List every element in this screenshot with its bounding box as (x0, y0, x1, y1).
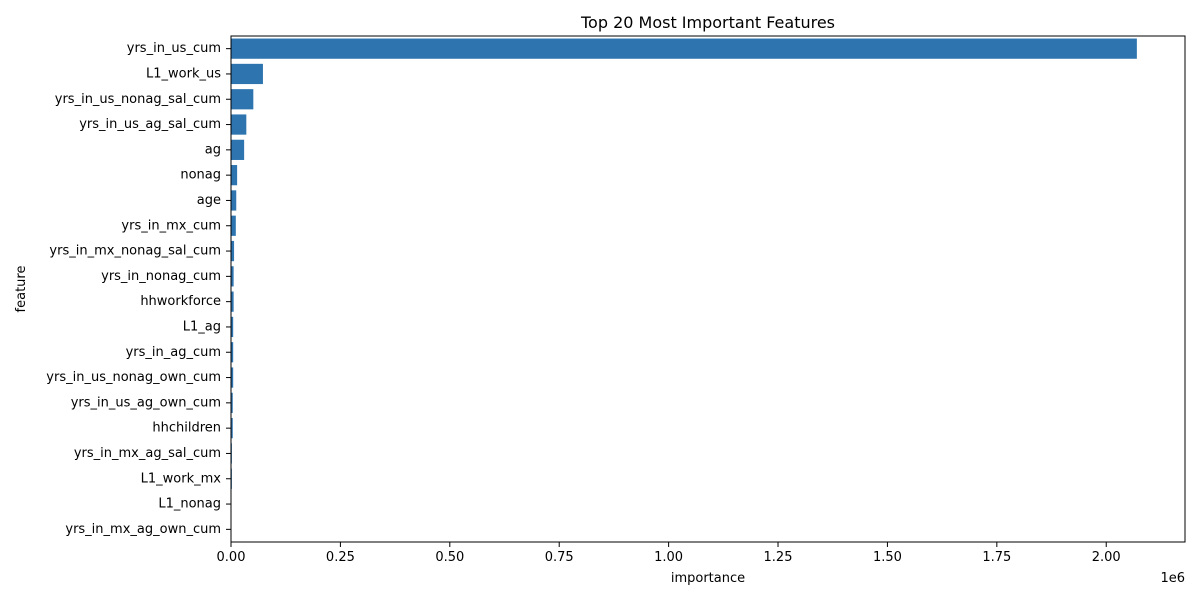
y-tick-label: L1_work_us (146, 66, 221, 81)
bar-yrs_in_us_ag_sal_cum (231, 114, 247, 135)
x-tick-label: 1.75 (982, 550, 1011, 565)
x-axis-scale-label: 1e6 (1160, 571, 1185, 586)
y-tick-label: hhchildren (152, 421, 221, 436)
y-tick-label: ag (205, 142, 221, 157)
y-tick-label: yrs_in_us_nonag_sal_cum (55, 92, 221, 107)
bar-yrs_in_us_nonag_own_cum (231, 367, 234, 388)
x-tick-label: 0.00 (217, 550, 246, 565)
bar-yrs_in_nonag_cum (231, 266, 234, 287)
y-tick-label: L1_ag (183, 319, 221, 334)
bars-layer (231, 38, 1137, 540)
y-tick-label: yrs_in_mx_ag_sal_cum (74, 446, 221, 461)
bar-yrs_in_us_cum (231, 38, 1137, 59)
y-tick-label: yrs_in_mx_ag_own_cum (65, 522, 221, 537)
bar-L1_ag (231, 316, 234, 338)
bar-age (231, 190, 237, 211)
bar-yrs_in_mx_cum (231, 215, 236, 236)
y-tick-label: yrs_in_us_nonag_own_cum (46, 370, 221, 385)
x-axis-ticks: 0.00 0.25 0.50 0.75 1.00 1.25 1.50 1.75 2.00 (217, 542, 1121, 565)
y-tick-label: L1_nonag (158, 497, 221, 512)
y-tick-label: age (197, 193, 221, 208)
bar-yrs_in_us_ag_own_cum (231, 392, 233, 413)
y-tick-label: hhworkforce (140, 294, 221, 309)
bar-L1_work_us (231, 63, 263, 85)
x-tick-label: 2.00 (1092, 550, 1121, 565)
bar-yrs_in_us_nonag_sal_cum (231, 89, 254, 110)
y-axis-ticks: yrs_in_us_cum L1_work_us yrs_in_us_nonag_s… (46, 41, 231, 537)
x-tick-label: 1.00 (654, 550, 683, 565)
y-tick-label: nonag (180, 168, 221, 183)
bar-yrs_in_mx_nonag_sal_cum (231, 240, 235, 262)
x-tick-label: 0.25 (326, 550, 355, 565)
x-tick-label: 1.50 (873, 550, 902, 565)
y-tick-label: yrs_in_us_cum (127, 41, 221, 56)
x-tick-label: 0.75 (545, 550, 574, 565)
y-tick-label: yrs_in_mx_nonag_sal_cum (49, 244, 221, 259)
y-tick-label: yrs_in_mx_cum (121, 218, 221, 233)
y-tick-label: L1_work_mx (141, 471, 222, 486)
bar-ag (231, 139, 245, 160)
plot-frame (230, 35, 1186, 543)
bar-hhchildren (231, 418, 233, 439)
y-axis-title: feature (14, 266, 29, 313)
x-tick-label: 1.25 (764, 550, 793, 565)
chart-title: Top 20 Most Important Features (580, 13, 835, 32)
y-tick-label: yrs_in_us_ag_own_cum (71, 395, 221, 410)
bar-nonag (231, 165, 238, 186)
x-axis-title: importance (671, 571, 745, 586)
bar-hhworkforce (231, 291, 234, 312)
bar-yrs_in_ag_cum (231, 342, 234, 363)
x-tick-label: 0.50 (435, 550, 464, 565)
y-tick-label: yrs_in_ag_cum (126, 345, 221, 360)
y-tick-label: yrs_in_us_ag_sal_cum (79, 117, 221, 132)
y-tick-label: yrs_in_nonag_cum (101, 269, 221, 284)
